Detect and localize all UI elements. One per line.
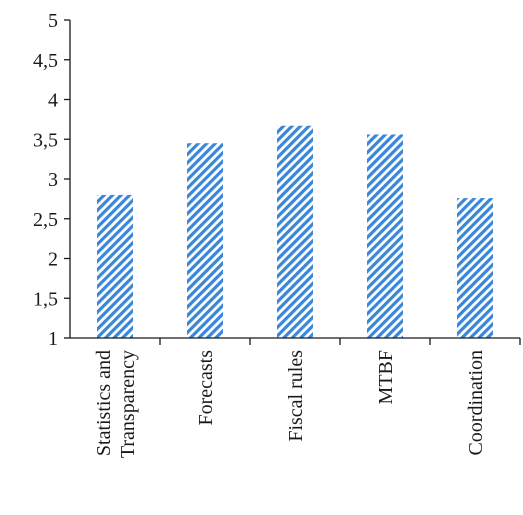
category-labels: Statistics and Transparency Forecasts Fisca… xyxy=(93,350,487,458)
bars xyxy=(97,125,493,338)
x-category-label: Transparency xyxy=(117,350,139,458)
y-tick-label: 4,5 xyxy=(33,50,58,72)
bar xyxy=(367,134,403,338)
y-tick-label: 3,5 xyxy=(33,129,58,151)
x-category-label: Statistics and xyxy=(93,350,115,456)
bar xyxy=(97,194,133,338)
y-tick-label: 2,5 xyxy=(33,209,58,231)
x-category-label: Fiscal rules xyxy=(285,350,307,442)
bar xyxy=(277,125,313,338)
y-tick-label: 2 xyxy=(48,249,58,271)
y-tick-label: 3 xyxy=(48,169,58,191)
bar xyxy=(457,198,493,338)
y-axis-ticks: 1 1,5 2 2,5 3 3,5 4 4,5 5 xyxy=(33,10,70,350)
x-category-label: Forecasts xyxy=(195,350,217,426)
y-tick-label: 4 xyxy=(48,90,58,112)
y-tick-label: 1 xyxy=(48,328,58,350)
bar xyxy=(187,143,223,338)
x-category-label: Coordination xyxy=(465,350,487,456)
y-tick-label: 5 xyxy=(48,10,58,32)
y-tick-label: 1,5 xyxy=(33,288,58,310)
x-axis-ticks xyxy=(159,338,521,345)
x-category-label: MTBF xyxy=(375,350,397,404)
